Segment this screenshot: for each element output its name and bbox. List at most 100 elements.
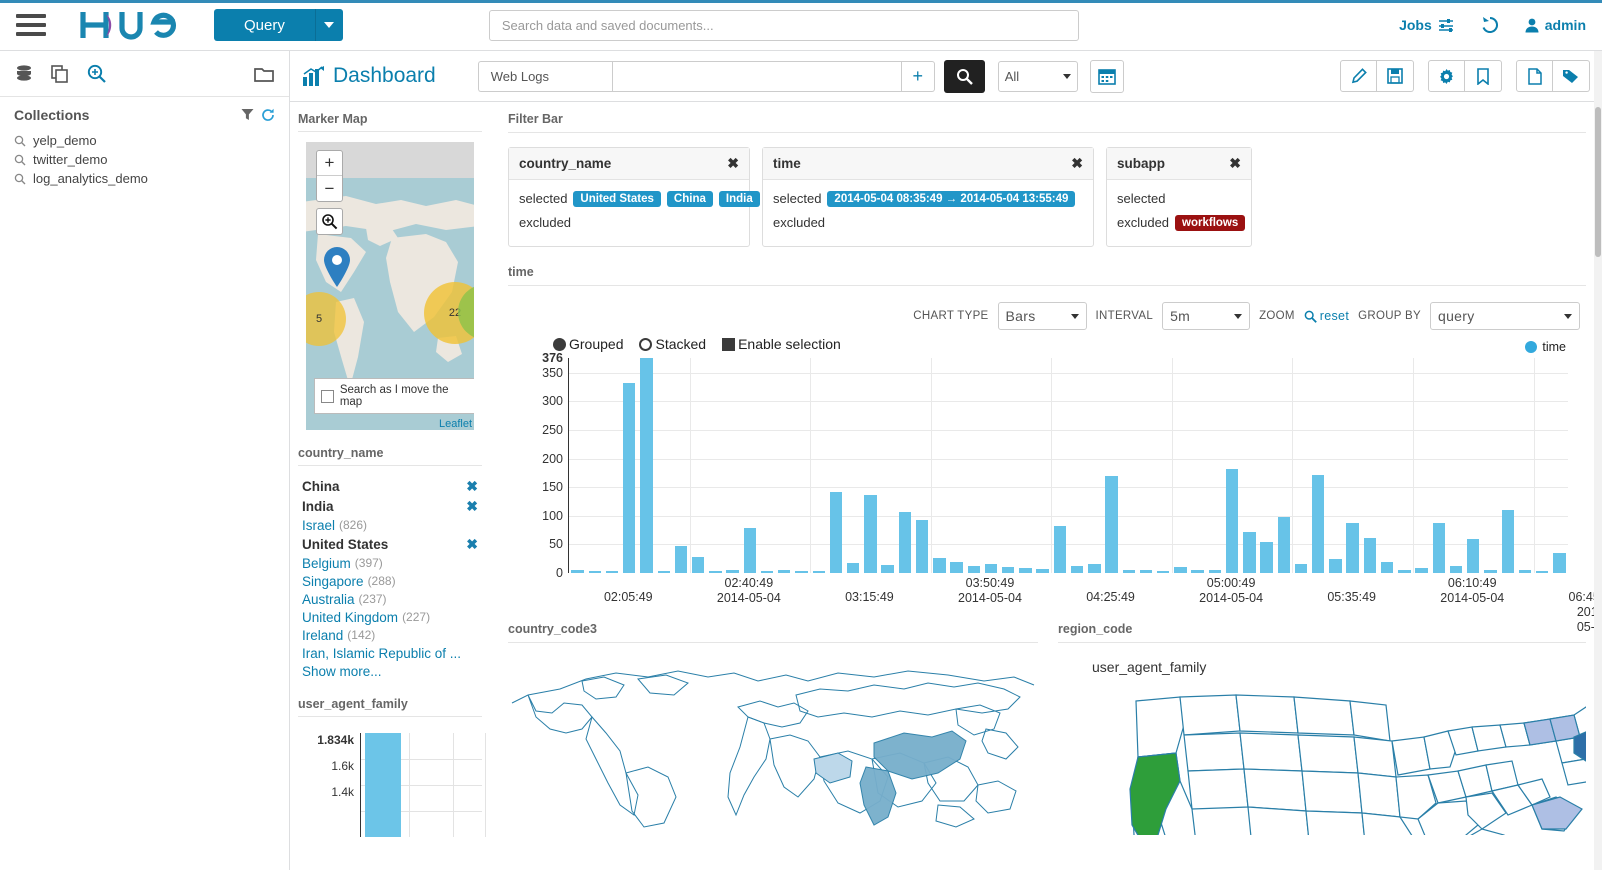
facet-item-united-states[interactable]: United States ✖ (302, 534, 478, 554)
chart-bar[interactable] (1380, 561, 1394, 573)
chart-bar[interactable] (640, 358, 653, 573)
facet-item-united-kingdom[interactable]: United Kingdom (227) (302, 608, 478, 626)
chart-bar[interactable] (1415, 568, 1428, 573)
close-icon[interactable]: ✖ (727, 155, 739, 171)
close-icon[interactable]: ✖ (1071, 155, 1083, 171)
map-search-zoom-button[interactable] (316, 208, 343, 235)
page-scrollbar-thumb[interactable] (1595, 107, 1601, 257)
chart-bar[interactable] (812, 571, 825, 573)
checkbox-box[interactable] (321, 389, 334, 403)
collection-item[interactable]: log_analytics_demo (14, 169, 275, 188)
facet-remove-icon[interactable]: ✖ (466, 477, 478, 494)
facet-item-ireland[interactable]: Ireland (142) (302, 626, 478, 644)
tags-button[interactable] (1553, 60, 1590, 92)
user-agent-bar-chart[interactable]: 1.834k 1.6k 1.4k (298, 727, 486, 837)
chart-bar[interactable] (1484, 570, 1497, 573)
chart-bar[interactable] (1312, 474, 1325, 573)
edit-button[interactable] (1340, 60, 1377, 92)
chart-bar[interactable] (1053, 525, 1067, 573)
chart-bar[interactable] (1398, 569, 1411, 573)
chart-bar[interactable] (1002, 567, 1015, 573)
collection-item[interactable]: twitter_demo (14, 150, 275, 169)
filter-tag[interactable]: United States (573, 190, 661, 207)
stacked-option[interactable]: Stacked (639, 336, 706, 352)
jobs-link[interactable]: Jobs (1399, 17, 1455, 33)
filter-tag[interactable]: 2014-05-04 08:35:49 → 2014-05-04 13:55:4… (827, 190, 1076, 207)
facet-remove-icon[interactable]: ✖ (466, 535, 478, 552)
facet-show-more[interactable]: Show more... (302, 662, 478, 680)
chart-bar[interactable] (674, 546, 688, 573)
map-marker[interactable] (322, 246, 352, 291)
chart-bar[interactable] (1139, 570, 1153, 573)
filter-tag[interactable]: India (718, 190, 760, 207)
map-cluster[interactable]: 2 (458, 284, 474, 340)
chart-bar[interactable] (1088, 563, 1101, 573)
zoom-reset-link[interactable]: reset (1319, 309, 1350, 323)
chart-bar[interactable] (1225, 468, 1239, 573)
user-menu[interactable]: admin (1525, 17, 1586, 33)
chart-bar[interactable] (1243, 532, 1256, 573)
chart-bar[interactable] (743, 527, 757, 573)
chart-bar[interactable] (657, 571, 670, 573)
chart-bar[interactable] (1294, 564, 1308, 573)
enable-selection-option[interactable]: Enable selection (722, 336, 841, 352)
group-by-select[interactable]: query (1430, 302, 1580, 330)
query-dropdown-button[interactable] (314, 9, 343, 41)
filter-tag-excluded[interactable]: workflows (1175, 214, 1246, 231)
chart-bar[interactable] (1208, 570, 1222, 573)
map-zoom-controls[interactable]: + − (316, 150, 343, 202)
chart-bar[interactable] (1070, 565, 1084, 573)
date-range-button[interactable] (1089, 59, 1124, 93)
scope-select[interactable]: All (997, 60, 1078, 92)
map-zoom-in-button[interactable]: + (317, 151, 342, 176)
chart-bar[interactable] (1553, 553, 1566, 573)
chart-bar[interactable] (709, 571, 722, 573)
chart-bar[interactable] (795, 571, 808, 573)
chart-bar[interactable] (1363, 538, 1377, 573)
chart-bar[interactable] (760, 571, 774, 573)
facet-item-belgium[interactable]: Belgium (397) (302, 554, 478, 572)
query-button[interactable]: Query (214, 9, 315, 41)
close-icon[interactable]: ✖ (1229, 155, 1241, 171)
bookmark-button[interactable] (1465, 60, 1502, 92)
chart-bar[interactable] (588, 571, 602, 573)
folder-icon[interactable] (253, 64, 275, 84)
chart-bar[interactable] (967, 566, 980, 573)
chart-bar[interactable] (864, 495, 877, 573)
chart-bar[interactable] (778, 570, 791, 573)
chart-bar[interactable] (1329, 559, 1342, 573)
chart-bar[interactable] (605, 571, 619, 573)
search-query-input[interactable] (611, 60, 902, 92)
marker-map[interactable]: + − 5 22 2 Search (306, 142, 474, 430)
chart-bar[interactable] (1535, 570, 1549, 573)
world-map-chart[interactable] (508, 655, 1038, 835)
new-document-button[interactable] (1516, 60, 1553, 92)
chart-bar[interactable] (950, 562, 963, 573)
chart-bar[interactable] (726, 570, 739, 573)
search-on-move-checkbox[interactable]: Search as I move the map (314, 378, 474, 414)
chart-bar[interactable] (829, 492, 843, 573)
chart-bar[interactable] (623, 383, 636, 573)
chart-bar[interactable] (571, 569, 584, 573)
facet-item-israel[interactable]: Israel (826) (302, 516, 478, 534)
chart-bar[interactable] (1432, 522, 1445, 573)
chart-bar[interactable] (1105, 475, 1118, 573)
chart-bar[interactable] (1036, 569, 1049, 573)
chart-bar[interactable] (1467, 538, 1480, 573)
facet-item-india[interactable]: India ✖ (302, 496, 478, 516)
facet-item-iran[interactable]: Iran, Islamic Republic of ... (302, 644, 478, 662)
refresh-icon[interactable] (261, 108, 275, 122)
save-button[interactable] (1377, 60, 1414, 92)
hamburger-icon[interactable] (16, 14, 46, 36)
facet-item-australia[interactable]: Australia (237) (302, 590, 478, 608)
us-map-chart[interactable]: user_agent_family (1058, 655, 1586, 835)
chart-bar[interactable] (1174, 567, 1187, 573)
chart-bar[interactable] (1157, 570, 1170, 573)
chart-bar[interactable] (846, 563, 860, 573)
settings-button[interactable] (1428, 60, 1465, 92)
chart-bar[interactable] (1277, 516, 1290, 573)
filter-tag[interactable]: China (666, 190, 713, 207)
facet-item-china[interactable]: China ✖ (302, 476, 478, 496)
leaflet-attribution[interactable]: Leaflet (438, 418, 472, 430)
chart-bar[interactable] (915, 519, 929, 573)
